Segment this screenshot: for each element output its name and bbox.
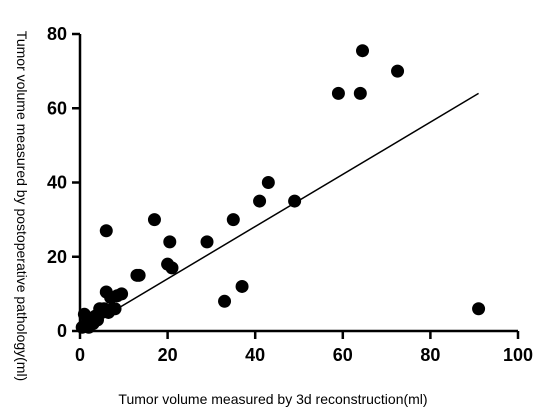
x-tick-label: 100: [503, 345, 533, 365]
regression-line: [79, 92, 479, 332]
data-point: [165, 261, 179, 275]
y-tick-label: 20: [47, 247, 67, 267]
data-point: [226, 213, 240, 227]
plot-area: 0 20 40 60 80 100 0 20 40 60 80: [47, 24, 533, 365]
data-point: [261, 176, 275, 189]
data-point: [99, 224, 113, 238]
y-tick-label: 0: [57, 321, 67, 341]
data-point: [356, 44, 370, 58]
x-axis-label: Tumor volume measured by 3d reconstructi…: [118, 391, 427, 407]
y-axis-label: Tumor volume measured by postoperative p…: [14, 31, 30, 381]
data-point: [253, 194, 267, 208]
y-tick-label: 40: [47, 173, 67, 193]
data-point: [288, 194, 302, 208]
data-point: [472, 302, 486, 316]
data-point: [108, 302, 122, 316]
x-tick-label: 60: [333, 345, 353, 365]
data-point: [147, 213, 161, 227]
data-point: [115, 287, 129, 301]
x-tick-label: 20: [158, 345, 178, 365]
x-tick-label: 40: [245, 345, 265, 365]
x-tick-label: 0: [75, 345, 85, 365]
y-tick-label: 80: [47, 24, 67, 44]
data-point: [235, 279, 249, 293]
data-point: [353, 86, 367, 100]
data-point: [163, 235, 177, 249]
data-point: [132, 268, 146, 282]
data-point: [218, 294, 232, 308]
x-tick-label: 80: [420, 345, 440, 365]
data-point: [200, 235, 214, 249]
data-point: [391, 64, 405, 78]
data-point: [331, 86, 345, 100]
y-tick-label: 60: [47, 98, 67, 118]
